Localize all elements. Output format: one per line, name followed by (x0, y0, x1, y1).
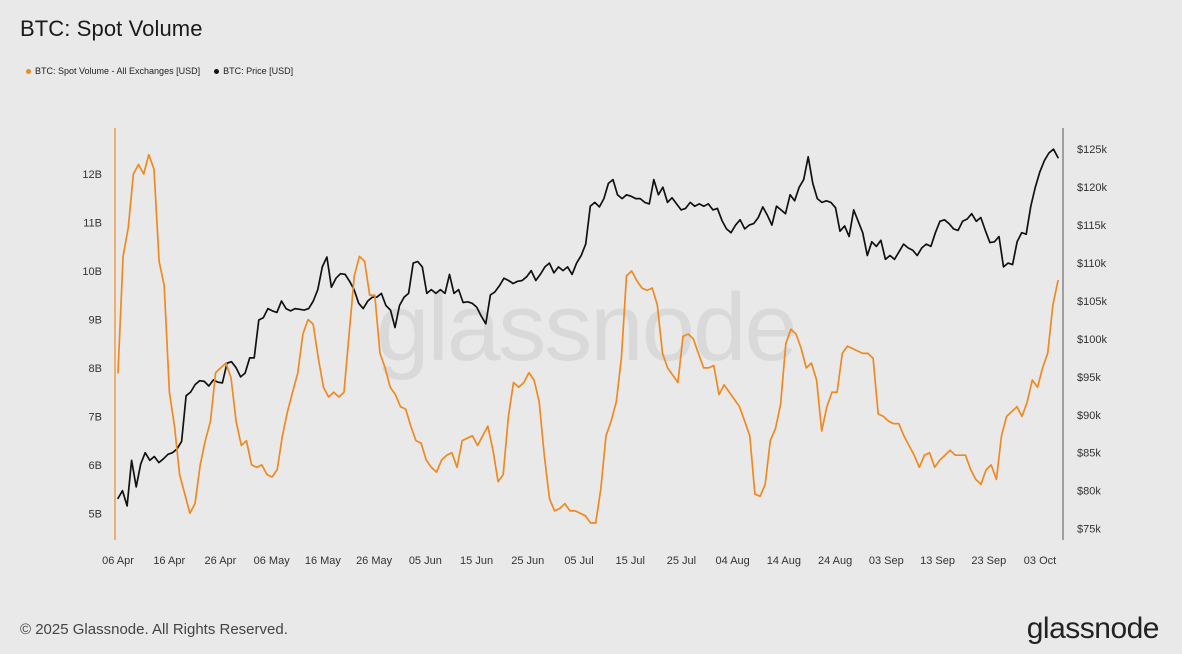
x-tick-label: 23 Sep (971, 555, 1006, 567)
x-tick-label: 03 Sep (869, 555, 904, 567)
right-y-axis: $75k $80k $85k $90k $95k $100k $105k $110k $115k… (1062, 128, 1107, 540)
legend-volume-label: BTC: Spot Volume - All Exchanges [USD] (35, 66, 201, 76)
x-tick-label: 25 Jun (511, 555, 544, 567)
x-tick-label: 06 May (254, 555, 291, 567)
x-tick-label: 15 Jun (460, 555, 493, 567)
chart-legend: BTC: Spot Volume - All Exchanges [USD] B… (26, 66, 293, 76)
right-tick-label: $90k (1077, 410, 1101, 422)
x-tick-label: 16 May (305, 555, 342, 567)
x-tick-label: 16 Apr (153, 555, 185, 567)
right-tick-label: $75k (1077, 524, 1101, 536)
legend-volume-dot (26, 68, 31, 74)
right-tick-label: $105k (1077, 296, 1107, 308)
legend-price-label: BTC: Price [USD] (223, 66, 294, 76)
price-series-line (117, 148, 1059, 507)
x-tick-label: 13 Sep (920, 555, 955, 567)
brand-logo: glassnode (1026, 612, 1160, 645)
x-axis: 06 Apr 16 Apr 26 Apr 06 May 16 May 26 May 05 J… (102, 555, 1056, 567)
right-tick-label: $95k (1077, 372, 1101, 384)
x-tick-label: 26 May (356, 555, 393, 567)
volume-series-line (117, 153, 1059, 524)
right-tick-label: $85k (1077, 448, 1101, 460)
x-tick-label: 26 Apr (205, 555, 237, 567)
left-tick-label: 5B (89, 508, 102, 520)
x-tick-label: 03 Oct (1024, 555, 1056, 567)
left-y-axis: 5B 6B 7B 8B 9B 10B 11B 12B (82, 128, 116, 540)
left-tick-label: 8B (89, 363, 102, 375)
right-tick-label: $110k (1077, 258, 1107, 270)
x-tick-label: 24 Aug (818, 555, 852, 567)
x-tick-label: 05 Jul (564, 555, 593, 567)
x-tick-label: 15 Jul (616, 555, 645, 567)
legend-item-price[interactable]: BTC: Price [USD] (214, 66, 293, 76)
watermark-text: glassnode (376, 274, 796, 381)
right-tick-label: $115k (1077, 220, 1107, 232)
copyright-footer: © 2025 Glassnode. All Rights Reserved. (20, 621, 288, 638)
left-tick-label: 11B (83, 218, 102, 230)
left-tick-label: 9B (89, 314, 102, 326)
x-tick-label: 14 Aug (767, 555, 801, 567)
x-tick-label: 06 Apr (102, 555, 134, 567)
x-tick-label: 04 Aug (716, 555, 750, 567)
x-tick-label: 25 Jul (667, 555, 696, 567)
right-tick-label: $100k (1077, 334, 1107, 346)
legend-item-volume[interactable]: BTC: Spot Volume - All Exchanges [USD] (26, 66, 200, 76)
left-tick-label: 7B (89, 411, 102, 423)
right-tick-label: $120k (1077, 182, 1107, 194)
right-tick-label: $125k (1077, 144, 1107, 156)
x-tick-label: 05 Jun (409, 555, 442, 567)
series-layer (117, 148, 1059, 524)
right-tick-label: $80k (1077, 486, 1101, 498)
left-tick-label: 10B (82, 266, 102, 278)
left-tick-label: 6B (89, 460, 102, 472)
legend-price-dot (214, 68, 220, 74)
left-tick-label: 12B (82, 169, 102, 181)
chart-title: BTC: Spot Volume (20, 16, 203, 41)
